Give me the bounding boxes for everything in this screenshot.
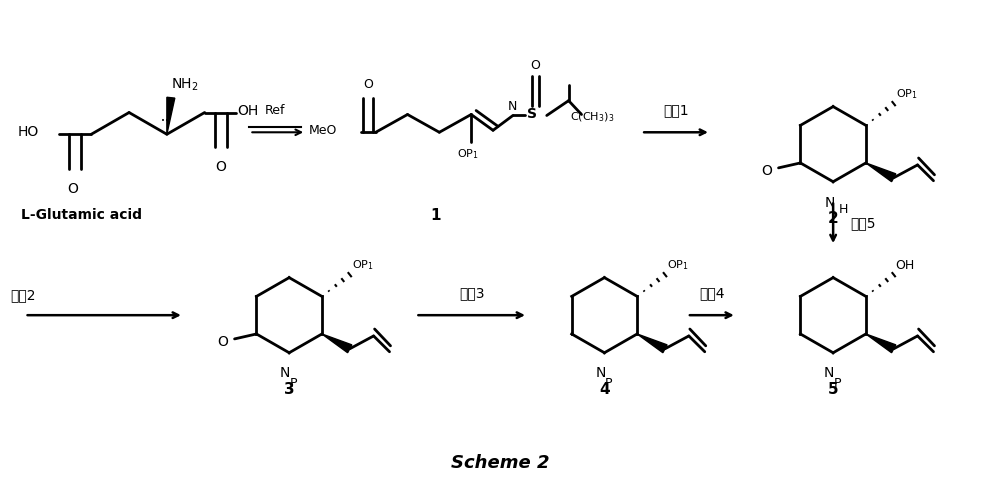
Text: 4: 4	[599, 382, 610, 397]
Text: 3: 3	[284, 382, 294, 397]
Text: HO: HO	[18, 125, 39, 139]
Text: O: O	[218, 335, 229, 349]
Polygon shape	[637, 334, 667, 353]
Text: N: N	[280, 366, 290, 380]
Text: O: O	[363, 78, 373, 91]
Text: ••: ••	[161, 119, 169, 124]
Text: O: O	[762, 164, 773, 178]
Polygon shape	[167, 97, 175, 134]
Text: L-Glutamic acid: L-Glutamic acid	[21, 208, 142, 223]
Text: 1: 1	[430, 208, 441, 223]
Text: 步骤3: 步骤3	[459, 286, 485, 300]
Text: N: N	[508, 100, 518, 113]
Text: O: O	[67, 182, 78, 196]
Polygon shape	[322, 334, 352, 353]
Text: 5: 5	[828, 382, 838, 397]
Text: P: P	[289, 377, 297, 390]
Polygon shape	[866, 334, 896, 353]
Text: P: P	[605, 377, 612, 390]
Text: P: P	[833, 377, 841, 390]
Text: N: N	[824, 366, 834, 380]
Text: OP$_1$: OP$_1$	[667, 258, 689, 272]
Text: Ref: Ref	[265, 104, 286, 118]
Text: 步骤5: 步骤5	[850, 216, 876, 230]
Text: O: O	[530, 59, 540, 72]
Text: OH: OH	[237, 103, 259, 118]
Text: O: O	[215, 160, 226, 174]
Text: N: N	[825, 196, 835, 209]
Text: NH$_2$: NH$_2$	[171, 76, 199, 93]
Text: OP$_1$: OP$_1$	[896, 87, 918, 101]
Text: N: N	[595, 366, 606, 380]
Text: 2: 2	[828, 211, 839, 226]
Text: 步骤2: 步骤2	[11, 288, 36, 303]
Text: Scheme 2: Scheme 2	[451, 454, 549, 472]
Text: S: S	[527, 106, 537, 121]
Text: H: H	[838, 203, 848, 217]
Polygon shape	[866, 163, 896, 182]
Text: OH: OH	[896, 259, 915, 272]
Text: 步骤1: 步骤1	[663, 103, 689, 118]
Text: C(CH$_3$)$_3$: C(CH$_3$)$_3$	[570, 111, 614, 124]
Text: MeO: MeO	[309, 124, 337, 137]
Text: OP$_1$: OP$_1$	[352, 258, 374, 272]
Text: 步骤4: 步骤4	[699, 286, 725, 300]
Text: OP$_1$: OP$_1$	[457, 147, 479, 161]
